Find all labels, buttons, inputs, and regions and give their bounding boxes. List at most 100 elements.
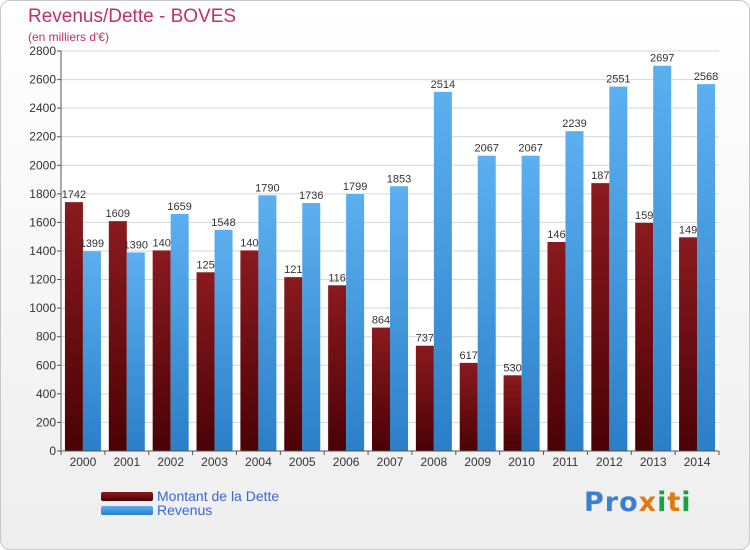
bar-debt [284, 277, 303, 451]
bar-revenue [126, 252, 145, 451]
y-tick-label: 200 [36, 415, 56, 429]
data-label-debt: 187 [591, 170, 609, 182]
data-label-revenue: 2551 [606, 74, 630, 86]
data-label-debt: 864 [372, 315, 390, 327]
bar-revenue [697, 84, 716, 452]
data-label-debt: 140 [152, 237, 170, 249]
data-label-revenue: 1736 [299, 190, 323, 202]
data-label-debt: 159 [635, 210, 653, 222]
x-tick-label: 2013 [640, 455, 667, 469]
y-tick-label: 800 [36, 330, 56, 344]
bar-revenue [521, 155, 540, 451]
x-tick-label: 2010 [508, 455, 535, 469]
x-tick-label: 2008 [421, 455, 448, 469]
data-label-debt: 1609 [106, 208, 130, 220]
bar-revenue [82, 251, 101, 451]
data-label-revenue: 1390 [124, 239, 148, 251]
x-tick-label: 2007 [377, 455, 404, 469]
bar-revenue [477, 155, 496, 451]
bar-revenue [609, 86, 628, 452]
data-label-revenue: 2514 [431, 79, 455, 91]
data-label-debt: 140 [240, 237, 258, 249]
x-tick-label: 2012 [596, 455, 623, 469]
y-tick-label: 1600 [29, 215, 56, 229]
legend-swatch-debt [101, 491, 153, 501]
y-tick-label: 2400 [29, 101, 56, 115]
bar-revenue [302, 203, 321, 451]
data-label-revenue: 2568 [694, 71, 718, 83]
data-label-revenue: 1853 [387, 173, 411, 185]
bar-revenue [390, 186, 408, 452]
bar-debt [152, 250, 171, 451]
y-tick-label: 1200 [29, 273, 56, 287]
y-tick-label: 400 [36, 387, 56, 401]
x-tick-label: 2002 [157, 455, 184, 469]
y-tick-label: 1800 [29, 187, 56, 201]
bar-revenue [214, 229, 233, 451]
bar-debt [240, 250, 259, 451]
x-tick-label: 2006 [333, 455, 360, 469]
data-label-revenue: 1799 [343, 181, 367, 193]
data-label-debt: 116 [328, 272, 346, 284]
bar-debt [415, 345, 434, 451]
legend-item-debt: Montant de la Dette [101, 488, 279, 504]
bar-debt [372, 327, 390, 451]
bar-debt [635, 222, 654, 451]
bar-debt [64, 202, 83, 451]
data-label-debt: 617 [460, 350, 478, 362]
legend-swatch-revenue [101, 505, 153, 515]
data-label-revenue: 2239 [562, 118, 586, 130]
data-label-revenue: 1548 [211, 217, 235, 229]
bar-debt [547, 242, 566, 451]
y-tick-label: 2800 [29, 44, 56, 58]
data-label-debt: 149 [679, 224, 697, 236]
chart-title: Revenus/Dette - BOVES [28, 6, 237, 27]
bar-debt [196, 272, 215, 451]
bar-revenue [565, 131, 584, 451]
data-label-debt: 146 [547, 229, 565, 241]
chart-subtitle: (en milliers d'€) [28, 30, 109, 44]
bar-debt [503, 375, 522, 451]
bar-revenue [433, 91, 452, 451]
data-label-revenue: 2697 [650, 53, 674, 65]
data-label-debt: 1742 [62, 189, 86, 201]
data-label-debt: 121 [284, 264, 302, 276]
bar-debt [459, 362, 478, 451]
y-tick-label: 0 [49, 444, 56, 458]
data-label-revenue: 1659 [167, 201, 191, 213]
bar-debt [591, 183, 610, 451]
bar-revenue [258, 195, 277, 451]
legend-item-revenue: Revenus [101, 502, 212, 518]
x-tick-label: 2000 [70, 455, 97, 469]
data-label-revenue: 2067 [474, 143, 498, 155]
bar-debt [328, 285, 347, 451]
legend-label-revenue: Revenus [157, 502, 213, 518]
y-tick-label: 2000 [29, 158, 56, 172]
bar-revenue [653, 65, 672, 451]
x-tick-label: 2001 [113, 455, 140, 469]
data-label-revenue: 1790 [255, 182, 279, 194]
bar-debt [679, 237, 698, 451]
y-tick-label: 1400 [29, 244, 56, 258]
proxiti-logo: Proxiti [584, 487, 692, 518]
x-tick-label: 2003 [201, 455, 228, 469]
data-label-debt: 737 [416, 333, 434, 345]
bar-debt [108, 221, 127, 451]
data-label-debt: 530 [503, 362, 521, 374]
bar-revenue [170, 214, 189, 451]
bar-revenue [346, 194, 365, 451]
y-tick-label: 600 [36, 358, 56, 372]
x-tick-label: 2005 [289, 455, 316, 469]
y-tick-label: 2200 [29, 130, 56, 144]
data-label-revenue: 1399 [80, 238, 104, 250]
legend-label-debt: Montant de la Dette [157, 488, 280, 504]
data-label-revenue: 2067 [518, 143, 542, 155]
y-tick-label: 2600 [29, 73, 56, 87]
data-label-debt: 125 [196, 259, 214, 271]
x-tick-label: 2004 [245, 455, 272, 469]
x-tick-label: 2014 [684, 455, 711, 469]
x-tick-label: 2009 [464, 455, 491, 469]
x-tick-label: 2011 [553, 455, 579, 469]
